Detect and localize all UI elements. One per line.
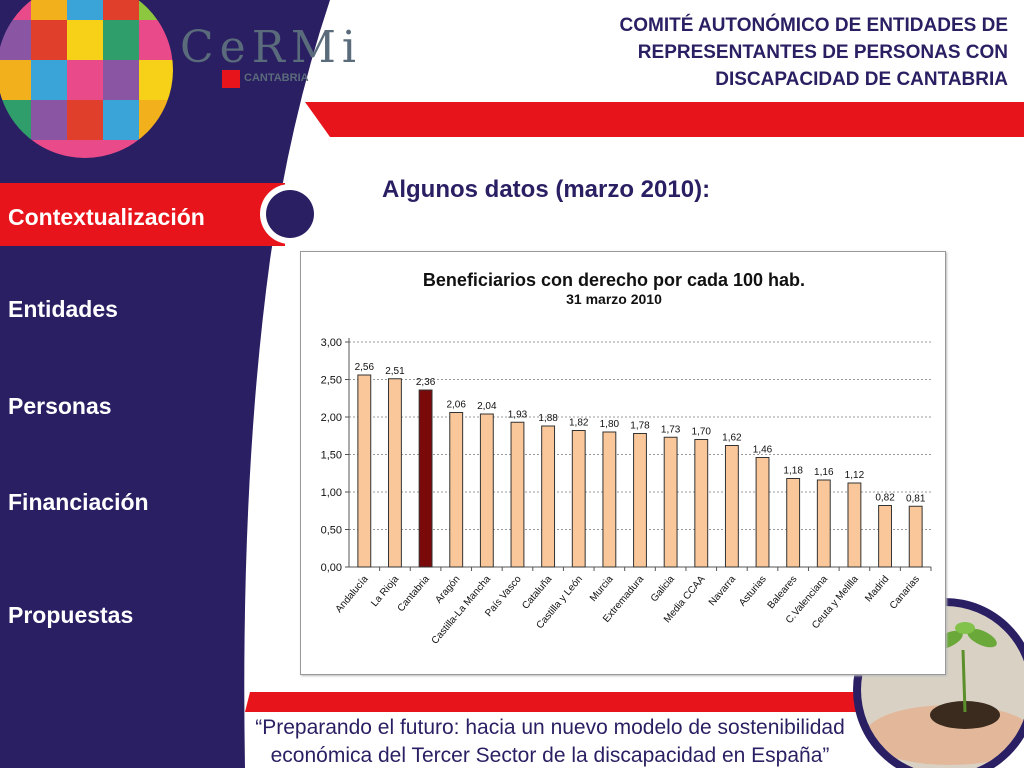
- data-label: 2,04: [477, 401, 497, 412]
- bar-madrid: [878, 505, 892, 568]
- y-tick-label: 1,00: [321, 487, 342, 499]
- bar-cantabria: [418, 389, 433, 568]
- bar-extremadura: [633, 433, 647, 568]
- x-tick-label: Murcia: [588, 574, 616, 604]
- data-label: 1,46: [753, 445, 773, 456]
- sidebar-item-entidades[interactable]: Entidades: [8, 296, 118, 322]
- bar-andaluc-a: [357, 374, 372, 568]
- x-tick-label: Andalucía: [334, 574, 371, 615]
- cermi-logo: CeRMi CANTABRIA: [180, 18, 356, 88]
- organization-title: COMITÉ AUTONÓMICO DE ENTIDADES DE REPRES…: [488, 12, 1008, 93]
- bar-media-ccaa: [694, 439, 709, 568]
- logo-subtext: CANTABRIA: [244, 72, 309, 84]
- data-label: 1,78: [630, 421, 650, 432]
- bar-la-rioja: [388, 378, 402, 568]
- bar-baleares: [786, 478, 801, 568]
- chart-title: Beneficiarios con derecho por cada 100 h…: [423, 270, 805, 290]
- x-tick-label: Canarias: [888, 574, 922, 612]
- data-label: 0,82: [875, 493, 895, 504]
- slide-title: Algunos datos (marzo 2010):: [382, 176, 711, 203]
- bar-castilla-la-mancha: [479, 413, 494, 568]
- sidebar-item-personas[interactable]: Personas: [8, 393, 112, 419]
- x-tick-label: La Rioja: [369, 574, 401, 610]
- data-label: 1,88: [538, 413, 558, 424]
- x-tick-label: Galicia: [649, 574, 677, 605]
- bar-pa-s-vasco: [510, 421, 525, 568]
- y-tick-label: 2,00: [321, 412, 342, 424]
- x-tick-label: Asturias: [737, 574, 769, 609]
- data-label: 2,56: [355, 362, 375, 373]
- x-tick-label: Cantabria: [396, 574, 433, 615]
- bullet-dot: [266, 190, 314, 238]
- data-label: 1,16: [814, 467, 834, 478]
- organization-title-line: COMITÉ AUTONÓMICO DE ENTIDADES DE: [619, 15, 1008, 36]
- data-label: 1,12: [845, 470, 865, 481]
- data-label: 1,73: [661, 424, 681, 435]
- y-tick-label: 3,00: [321, 337, 342, 349]
- bar-catalu-a: [541, 425, 556, 568]
- data-label: 1,62: [722, 433, 742, 444]
- y-tick-label: 2,50: [321, 375, 342, 387]
- bar-ceuta-y-melilla: [847, 482, 862, 568]
- organization-title-line: REPRESENTANTES DE PERSONAS CON: [637, 42, 1008, 63]
- bar-c-valenciana: [816, 479, 831, 568]
- y-tick-label: 1,50: [321, 450, 342, 462]
- bar-canarias: [908, 505, 923, 568]
- data-label: 1,18: [783, 466, 803, 477]
- data-label: 2,36: [416, 377, 436, 388]
- bar-chart: Beneficiarios con derecho por cada 100 h…: [321, 270, 932, 647]
- data-label: 2,06: [446, 400, 466, 411]
- sidebar-item-contextualizacion[interactable]: Contextualización: [8, 204, 205, 230]
- x-tick-label: Madrid: [863, 574, 891, 604]
- footer-quote-line: económica del Tercer Sector de la discap…: [270, 744, 830, 767]
- bar-galicia: [663, 436, 678, 568]
- footer-quote: “Preparando el futuro: hacia un nuevo mo…: [230, 714, 870, 770]
- logo-wordmark: CeRMi: [180, 22, 362, 73]
- footer-red-band: [245, 692, 1024, 712]
- bar-murcia: [602, 431, 617, 568]
- x-tick-label: Navarra: [707, 574, 739, 609]
- data-label: 1,93: [508, 409, 528, 420]
- bar-asturias: [755, 457, 770, 568]
- header-red-band: [305, 102, 1024, 137]
- chart-subtitle: 31 marzo 2010: [566, 291, 662, 307]
- footer-quote-line: “Preparando el futuro: hacia un nuevo mo…: [255, 716, 845, 739]
- bar-navarra: [724, 445, 739, 568]
- sidebar-item-propuestas[interactable]: Propuestas: [8, 602, 134, 628]
- data-label: 2,51: [385, 366, 405, 377]
- bar-castilla-y-le-n: [571, 430, 586, 568]
- x-tick-label: Aragón: [433, 574, 462, 606]
- organization-title-line: DISCAPACIDAD DE CANTABRIA: [715, 69, 1008, 90]
- active-tab-background: [0, 183, 285, 246]
- data-label: 1,70: [692, 427, 712, 438]
- data-label: 0,81: [906, 493, 926, 504]
- sidebar-item-financiacion[interactable]: Financiación: [8, 489, 149, 515]
- logo-red-square: [222, 70, 240, 88]
- data-label: 1,80: [600, 419, 620, 430]
- chart-container: Beneficiarios con derecho por cada 100 h…: [300, 251, 946, 675]
- y-tick-label: 0,00: [321, 562, 342, 574]
- bar-arag-n: [449, 412, 464, 568]
- data-label: 1,82: [569, 418, 589, 429]
- y-tick-label: 0,50: [321, 525, 342, 537]
